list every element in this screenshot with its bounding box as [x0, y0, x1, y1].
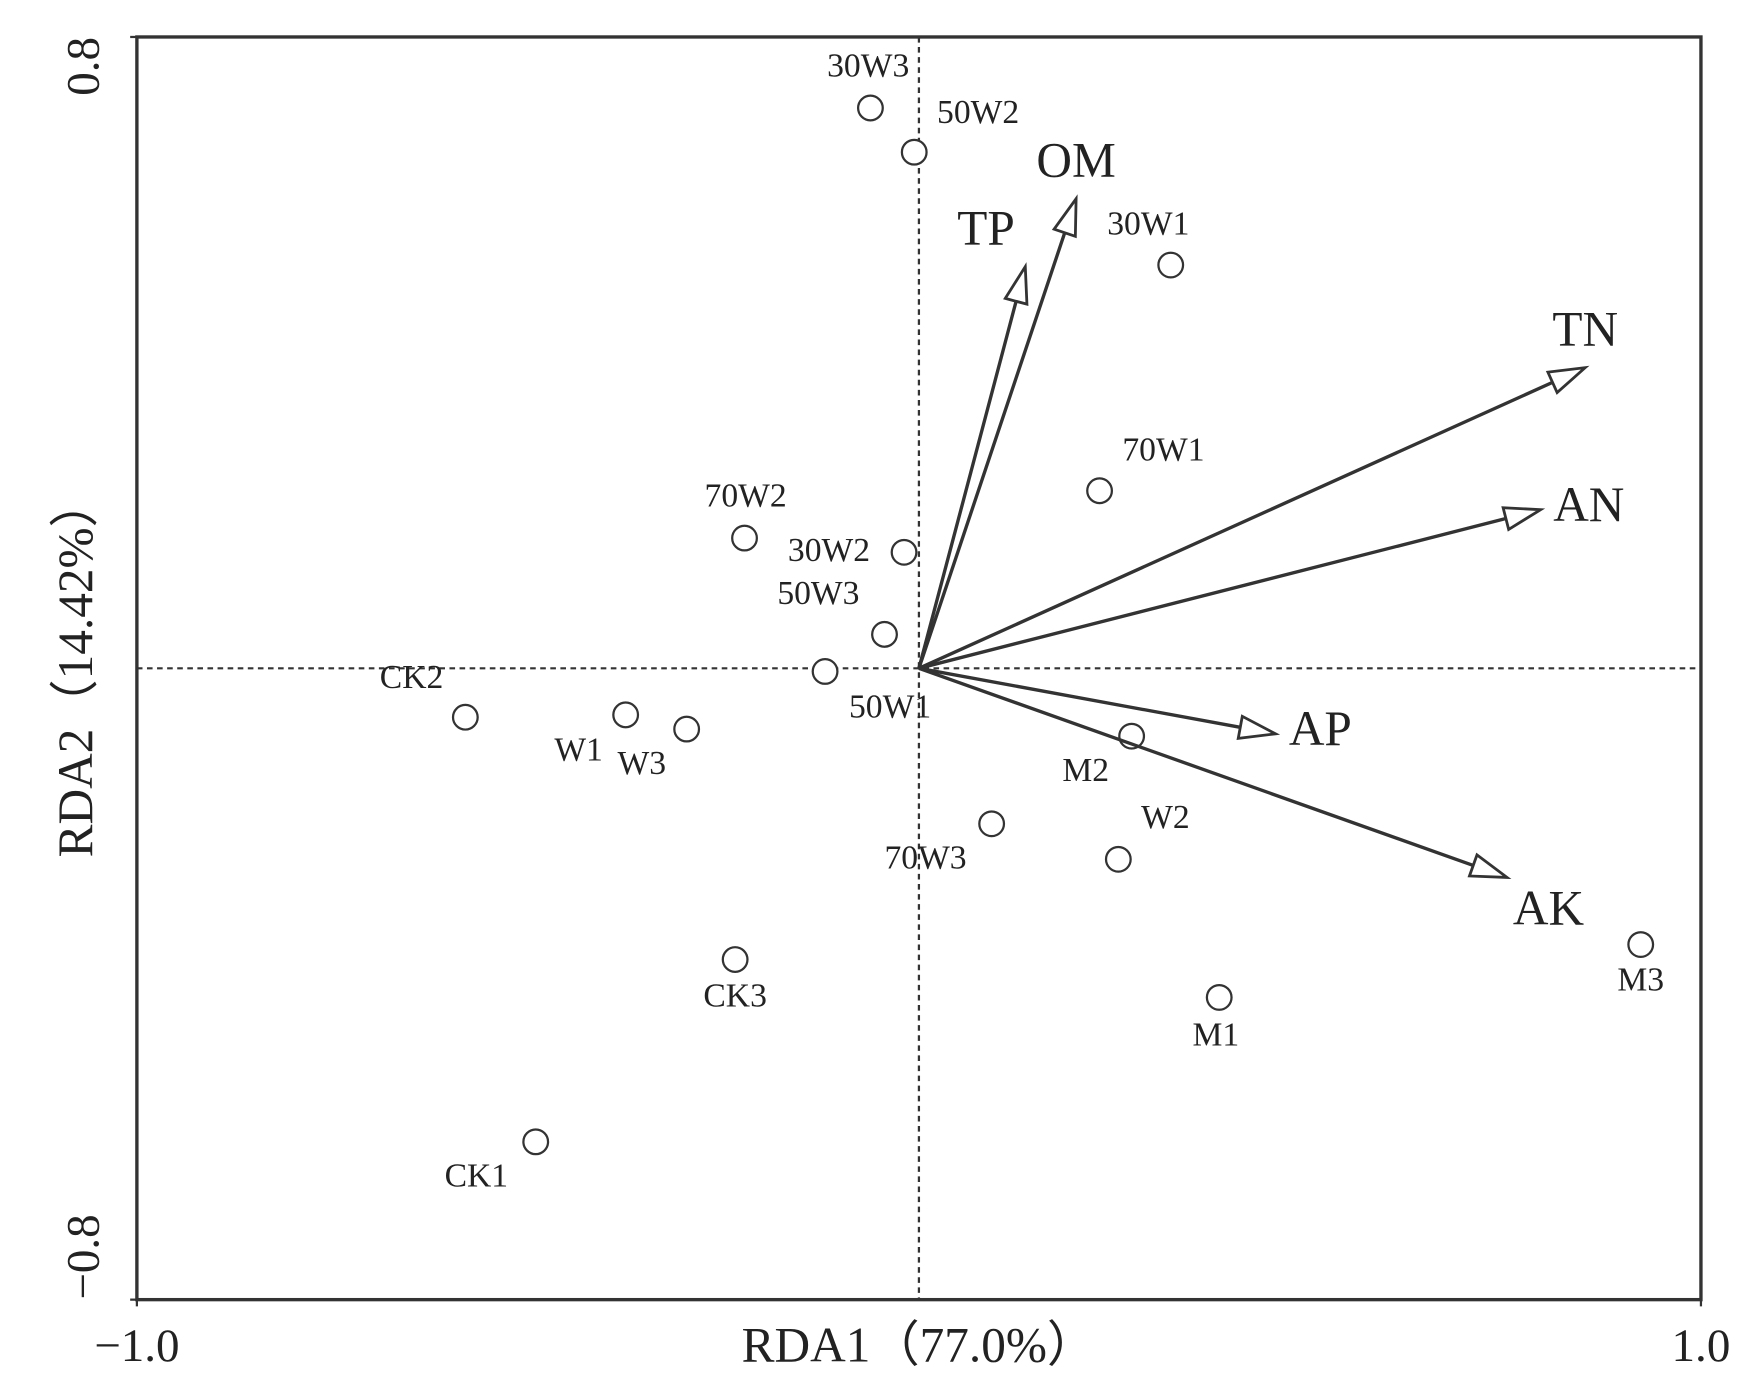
site-point	[1627, 931, 1655, 958]
vector-head	[1236, 714, 1281, 740]
site-label: 70W3	[884, 839, 966, 876]
x-axis-label: RDA1（77.0%）	[742, 1317, 1097, 1372]
site-label: W1	[554, 732, 603, 769]
site-label: M1	[1193, 1016, 1240, 1053]
site-point	[451, 703, 479, 731]
site-label: W3	[618, 745, 667, 782]
site-label: 30W1	[1107, 206, 1189, 243]
site-point	[673, 715, 701, 743]
site-point	[1205, 983, 1233, 1011]
site-point	[900, 138, 928, 166]
y-axis-label: RDA2（14.42%）	[48, 478, 103, 857]
vector-label: TP	[957, 200, 1015, 255]
site-point	[731, 524, 758, 552]
site-point	[811, 658, 839, 685]
site-label: CK1	[445, 1158, 509, 1195]
site-label: W2	[1141, 799, 1190, 836]
site-point	[1086, 477, 1114, 505]
x-tick-label: −1.0	[94, 1320, 179, 1372]
site-label: 50W1	[849, 688, 931, 725]
site-label: M3	[1617, 961, 1664, 998]
vector-shaft	[918, 666, 1241, 729]
site-point	[522, 1128, 550, 1156]
site-point	[890, 538, 918, 566]
site-label: 30W3	[827, 48, 909, 85]
site-label: 70W2	[705, 478, 787, 515]
site-label: M2	[1062, 752, 1109, 789]
site-label: CK3	[703, 977, 767, 1014]
y-tick-label: 0.8	[57, 37, 109, 96]
vector-label: TN	[1552, 301, 1618, 356]
site-label: 30W2	[788, 532, 870, 569]
vector-head	[1003, 262, 1029, 306]
site-point	[721, 946, 749, 973]
vector-shaft	[918, 516, 1507, 670]
vector-head	[1467, 852, 1512, 880]
site-label: 50W3	[777, 575, 859, 612]
vector-label: OM	[1036, 132, 1115, 187]
site-point	[856, 94, 884, 122]
site-point	[978, 810, 1006, 838]
vector-label: AK	[1513, 881, 1585, 936]
x-tick-label: 1.0	[1672, 1320, 1731, 1372]
vector-label: AN	[1553, 477, 1624, 532]
vector-shaft	[918, 380, 1554, 670]
vector-head	[1501, 506, 1546, 532]
y-tick-label: −0.8	[57, 1214, 109, 1299]
site-label: CK2	[380, 659, 444, 696]
site-label: 70W1	[1122, 431, 1204, 468]
site-point	[1157, 251, 1185, 279]
site-label: 50W2	[937, 94, 1019, 131]
vector-head	[1051, 194, 1078, 239]
vector-shaft	[917, 232, 1067, 669]
vector-shaft	[918, 666, 1474, 868]
site-point	[871, 620, 898, 648]
vector-label: AP	[1289, 701, 1352, 756]
site-point	[1104, 845, 1132, 873]
site-point	[612, 701, 640, 729]
vector-head	[1545, 365, 1590, 395]
vector-shaft	[917, 300, 1018, 669]
